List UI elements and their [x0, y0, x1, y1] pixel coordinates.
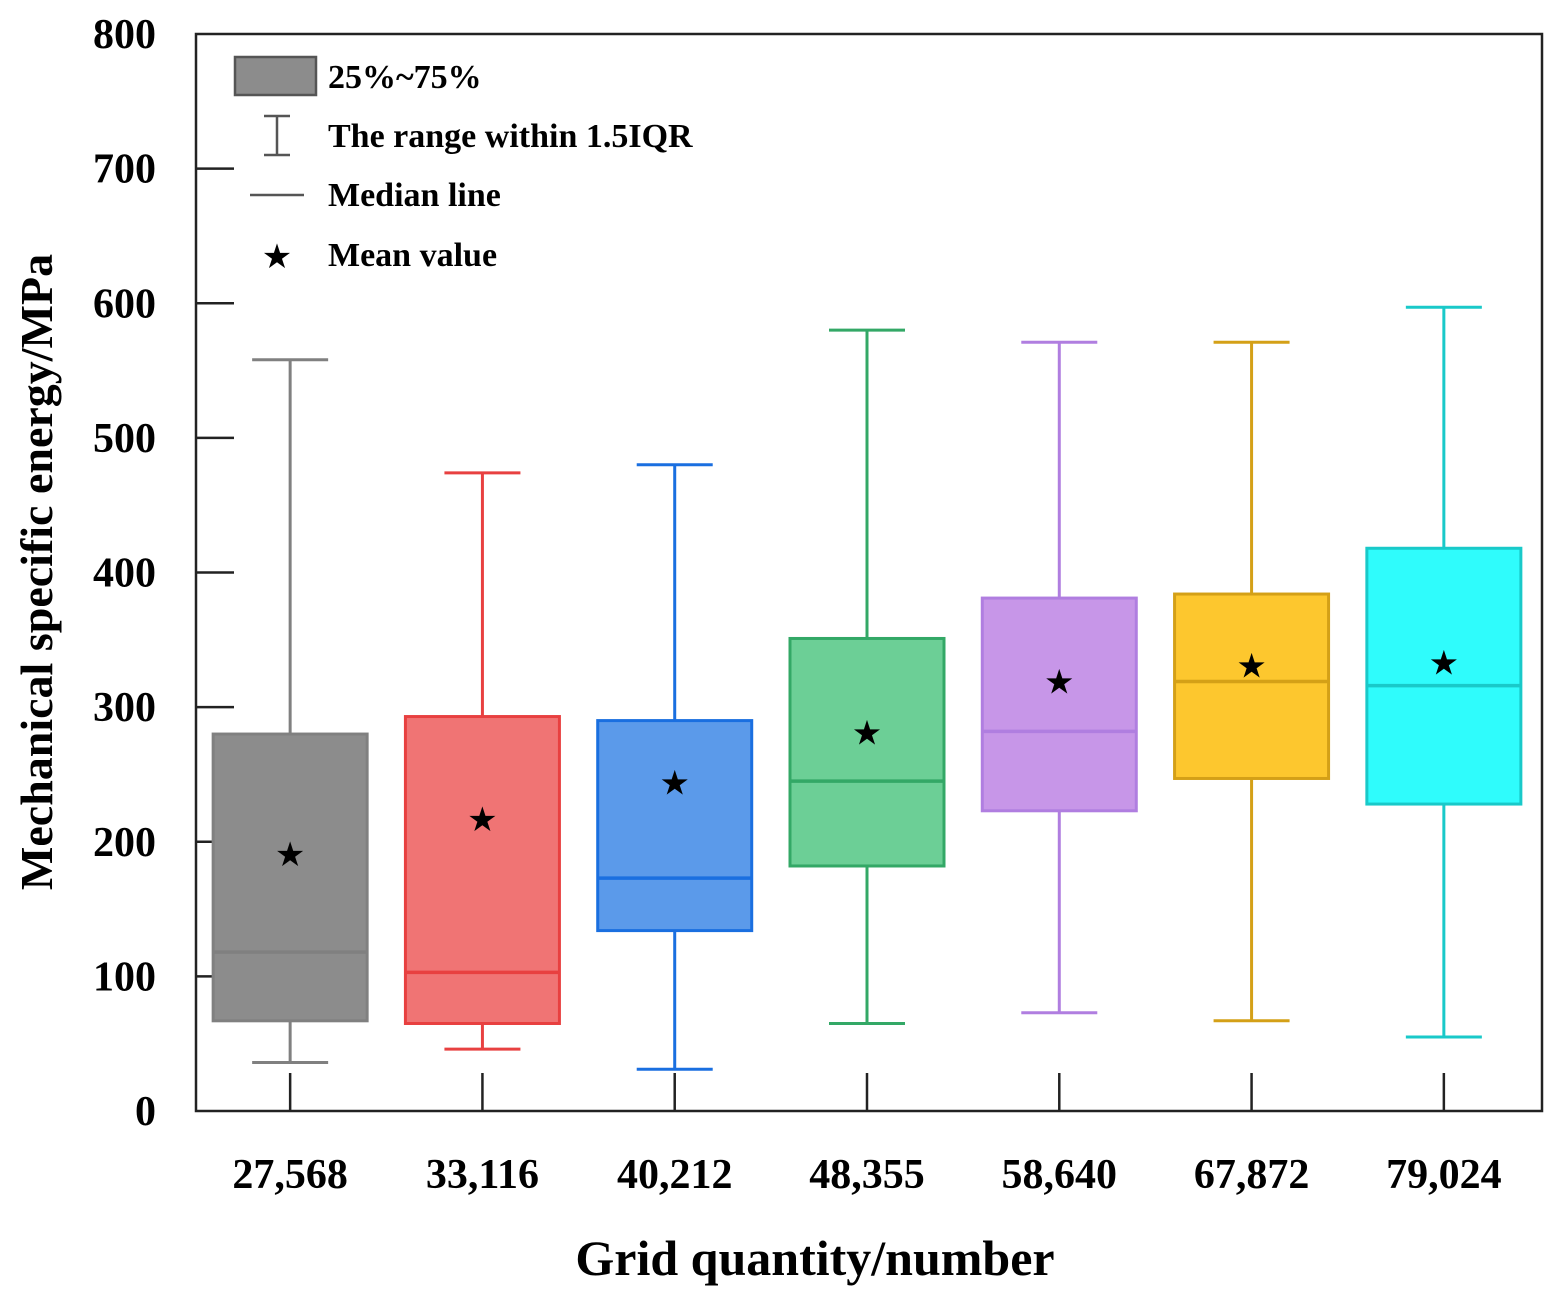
box-group: ★ — [596, 463, 754, 1071]
legend: 25%~75% The range within 1.5IQR Median l… — [233, 55, 693, 277]
legend-whisker-label: The range within 1.5IQR — [328, 118, 693, 155]
y-tick-label: 200 — [93, 820, 156, 866]
x-tick-label: 58,640 — [1002, 1152, 1118, 1198]
y-axis: 0 100 200 300 400 500 600 700 800 — [93, 12, 234, 1135]
iqr-box — [788, 636, 946, 868]
mean-star: ★ — [852, 714, 882, 754]
x-axis-title: Grid quantity/number — [575, 1230, 1054, 1286]
iqr-box — [596, 719, 754, 933]
y-tick-label: 800 — [93, 12, 156, 58]
legend-mean-label: Mean value — [328, 237, 497, 274]
box-series: ★ ★ ★ ★ ★ ★ ★ — [211, 305, 1523, 1071]
box-group: ★ — [788, 328, 946, 1025]
y-tick-label: 700 — [93, 147, 156, 193]
iqr-box — [211, 732, 369, 1023]
mean-star: ★ — [659, 764, 689, 804]
legend-median-label: Median line — [328, 177, 501, 214]
x-tick-label: 67,872 — [1194, 1152, 1310, 1198]
box-group: ★ — [403, 471, 561, 1051]
y-tick-label: 300 — [93, 685, 156, 731]
x-tick-label: 79,024 — [1386, 1152, 1502, 1198]
legend-box-swatch — [233, 55, 318, 97]
x-tick-label: 27,568 — [232, 1152, 348, 1198]
mean-star: ★ — [275, 835, 305, 875]
legend-whisker-icon — [264, 114, 290, 157]
box-group: ★ — [1173, 340, 1331, 1023]
y-axis-title: Mechanical specific energy/MPa — [11, 254, 62, 890]
y-tick-label: 400 — [93, 551, 156, 597]
mean-star: ★ — [1236, 646, 1266, 686]
mean-star: ★ — [467, 800, 497, 840]
iqr-box — [403, 715, 561, 1025]
y-tick-label: 500 — [93, 416, 156, 462]
x-tick-label: 48,355 — [809, 1152, 925, 1198]
box-group: ★ — [980, 340, 1138, 1015]
box-group: ★ — [1365, 305, 1523, 1039]
x-axis: 27,568 33,116 40,212 48,355 58,640 67,872 79,0… — [232, 1073, 1502, 1198]
mean-star: ★ — [1429, 644, 1459, 684]
iqr-box — [1173, 592, 1331, 780]
iqr-box — [1365, 546, 1523, 806]
iqr-box — [980, 596, 1138, 813]
box-group: ★ — [211, 358, 369, 1065]
legend-mean-icon: ★ — [262, 237, 292, 277]
y-tick-label: 600 — [93, 281, 156, 327]
y-tick-label: 0 — [135, 1089, 156, 1135]
mean-star: ★ — [1044, 663, 1074, 703]
x-tick-label: 40,212 — [617, 1152, 733, 1198]
y-tick-label: 100 — [93, 954, 156, 1000]
legend-box-label: 25%~75% — [328, 59, 482, 96]
x-tick-label: 33,116 — [426, 1152, 539, 1198]
